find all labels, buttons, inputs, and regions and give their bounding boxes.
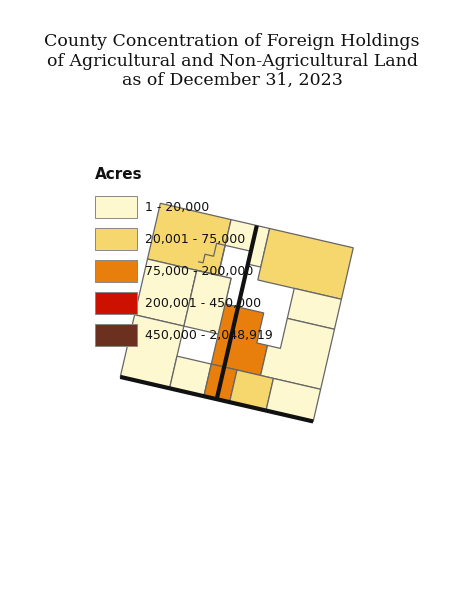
Polygon shape xyxy=(120,315,184,388)
Polygon shape xyxy=(260,319,334,389)
Polygon shape xyxy=(266,379,320,421)
Text: 450,000 - 2,048,919: 450,000 - 2,048,919 xyxy=(145,329,273,341)
Polygon shape xyxy=(287,289,341,329)
Text: 1 - 20,000: 1 - 20,000 xyxy=(145,200,209,214)
Polygon shape xyxy=(211,304,267,376)
Polygon shape xyxy=(170,356,211,396)
Polygon shape xyxy=(191,271,231,304)
Text: County Concentration of Foreign Holdings
of Agricultural and Non-Agricultural La: County Concentration of Foreign Holdings… xyxy=(44,33,420,89)
Bar xyxy=(95,196,137,218)
Polygon shape xyxy=(147,203,231,275)
Polygon shape xyxy=(248,226,270,267)
Polygon shape xyxy=(230,370,273,410)
Polygon shape xyxy=(184,271,238,337)
Polygon shape xyxy=(225,220,257,251)
Text: 20,001 - 75,000: 20,001 - 75,000 xyxy=(145,232,245,245)
Text: Acres: Acres xyxy=(95,167,143,182)
Bar xyxy=(95,292,137,314)
Bar xyxy=(95,228,137,250)
Text: 75,000 - 200,000: 75,000 - 200,000 xyxy=(145,265,253,277)
Bar xyxy=(95,260,137,282)
Bar xyxy=(95,324,137,346)
Text: 200,001 - 450,000: 200,001 - 450,000 xyxy=(145,296,261,310)
Polygon shape xyxy=(204,364,237,402)
Polygon shape xyxy=(258,229,353,299)
Polygon shape xyxy=(134,259,197,326)
